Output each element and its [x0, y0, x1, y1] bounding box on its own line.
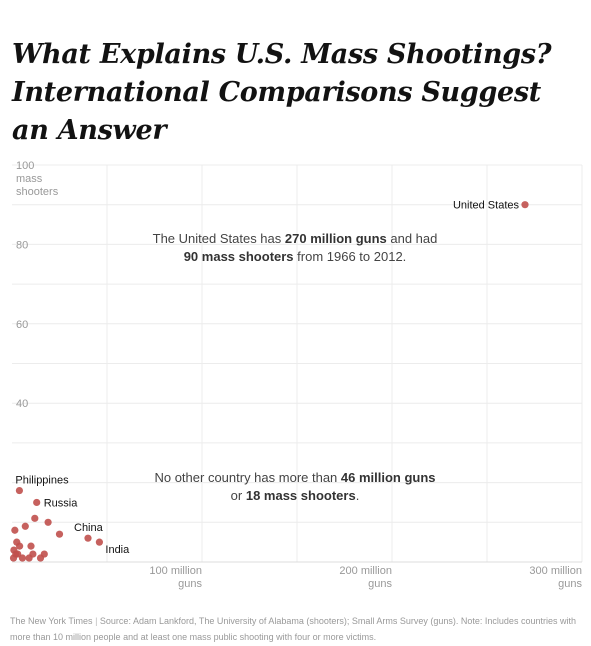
data-point: [31, 514, 39, 522]
us-shooters-highlight: 90 mass shooters: [183, 249, 294, 264]
x-tick-label: 300 million: [529, 565, 582, 577]
data-point: [12, 550, 20, 558]
x-tick-label: guns: [178, 578, 202, 590]
others-shooters-highlight: 18 mass shooters: [245, 488, 356, 503]
y-tick-label: shooters: [16, 186, 59, 198]
footer-credit: The New York Times: [10, 616, 93, 626]
x-tick-label: guns: [558, 578, 582, 590]
point-label: United States: [453, 200, 520, 212]
point-label: Philippines: [15, 475, 69, 487]
data-point: [18, 554, 27, 562]
y-tick-label: 40: [16, 398, 28, 410]
y-tick-label: 60: [16, 319, 28, 331]
point-label: India: [105, 544, 130, 556]
data-point: [15, 486, 24, 495]
data-point: [521, 201, 529, 209]
x-tick-label: 200 million: [339, 565, 392, 577]
y-tick-label: mass: [16, 173, 43, 185]
point-label: China: [74, 522, 104, 534]
x-tick-label: 100 million: [149, 565, 202, 577]
others-annotation: No other country has more than 46 millio…: [154, 470, 436, 503]
footer-source: Source: Adam Lankford, The University of…: [10, 616, 576, 642]
grid: [12, 164, 583, 563]
us-annotation: The United States has 270 million guns a…: [152, 231, 438, 264]
us-guns-highlight: 270 million guns: [284, 231, 387, 246]
footer-separator: |: [95, 616, 98, 626]
headline: What Explains U.S. Mass Shootings? Inter…: [12, 39, 552, 146]
x-tick-label: guns: [368, 578, 392, 590]
data-point: [36, 554, 45, 562]
data-point: [16, 542, 24, 550]
footer: The New York Times | Source: Adam Lankfo…: [10, 613, 585, 645]
y-tick-label: 80: [16, 239, 28, 251]
data-point: [25, 554, 33, 562]
data-point: [95, 538, 103, 546]
point-label: Russia: [44, 497, 79, 509]
data-point: [21, 522, 29, 530]
others-guns-highlight: 46 million guns: [340, 470, 436, 485]
data-point: [55, 530, 64, 538]
data-point: [27, 542, 35, 550]
data-point: [44, 518, 52, 526]
data-point: [84, 534, 92, 542]
y-tick-label: 100: [16, 160, 34, 172]
data-point: [11, 526, 19, 534]
data-point: [33, 498, 41, 507]
data-points: [9, 201, 529, 562]
